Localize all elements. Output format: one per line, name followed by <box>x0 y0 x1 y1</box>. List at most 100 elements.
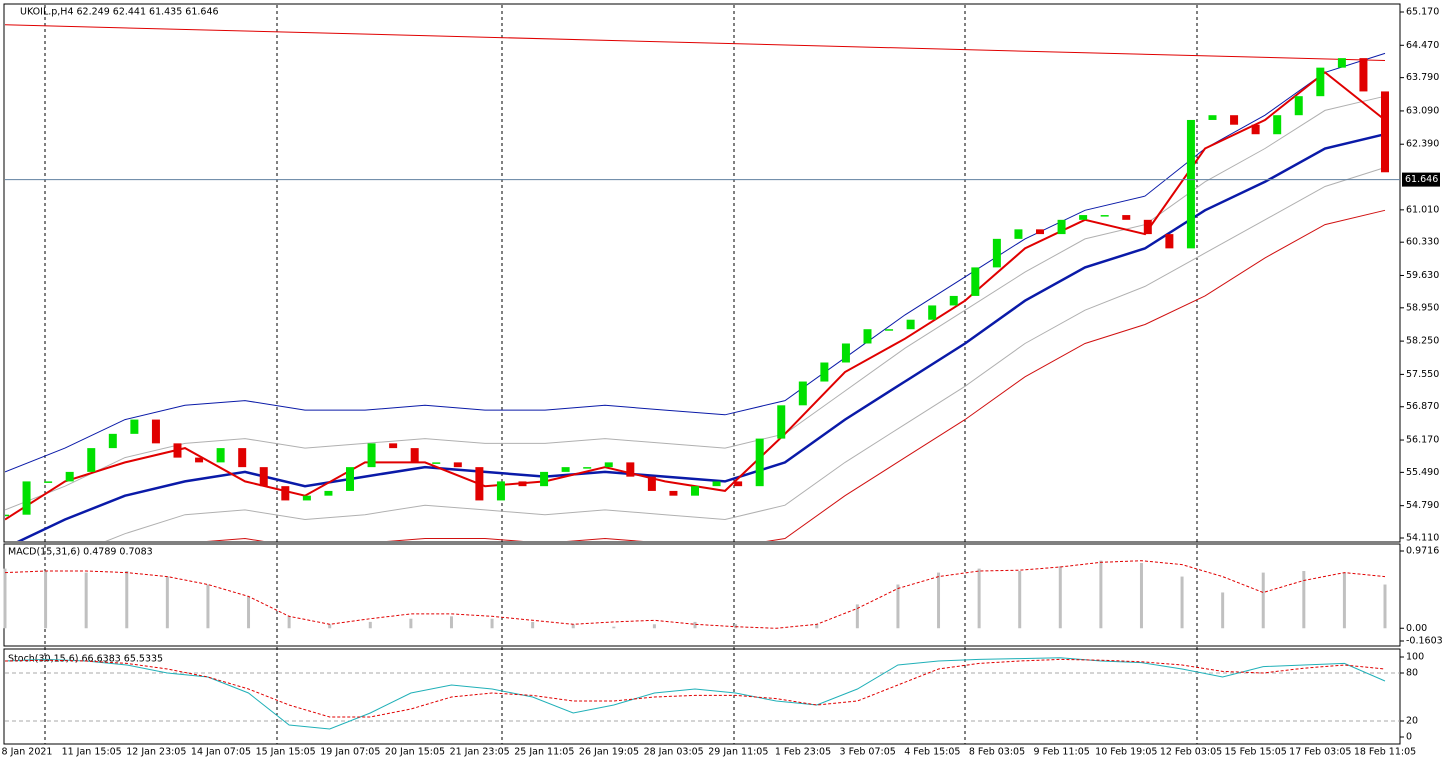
period-separators <box>44 5 1198 744</box>
y-tick-label: 58.250 <box>1406 336 1439 347</box>
y-tick-label: 58.950 <box>1406 302 1439 313</box>
x-tick-label: 18 Feb 11:05 <box>1354 747 1416 758</box>
candle <box>1316 67 1325 97</box>
y-tick-label: 0.00 <box>1406 623 1427 634</box>
y-tick-label: 20 <box>1406 716 1418 727</box>
x-tick-label: 3 Feb 07:05 <box>840 747 896 758</box>
x-tick-label: 21 Jan 23:05 <box>450 747 510 758</box>
candle <box>173 443 182 458</box>
chart-title: UKOIL.p,H4 62.249 62.441 61.435 61.646 <box>20 7 219 18</box>
y-tick-label: 63.790 <box>1406 72 1439 83</box>
stoch-panel <box>3 648 1401 745</box>
candle <box>496 481 505 501</box>
candle <box>5 514 9 517</box>
candle <box>820 362 829 382</box>
x-tick-label: 14 Jan 07:05 <box>191 747 251 758</box>
indicator-line <box>16 132 1386 541</box>
indicator-line <box>5 71 1386 521</box>
candle <box>755 438 764 487</box>
candle <box>1381 91 1389 173</box>
candle <box>238 448 247 468</box>
candle <box>647 476 656 491</box>
candle <box>971 267 980 296</box>
y-tick-label: -0.1603 <box>1406 636 1443 647</box>
candle <box>302 495 311 501</box>
candle <box>22 481 31 515</box>
candle <box>1186 119 1195 249</box>
x-tick-label: 17 Feb 03:05 <box>1289 747 1351 758</box>
indicator-line <box>4 560 1386 629</box>
plot-area <box>5 24 1389 541</box>
candle <box>1230 115 1239 125</box>
candle <box>389 443 398 449</box>
y-tick-label: 59.630 <box>1406 270 1439 281</box>
x-tick-label: 12 Feb 03:05 <box>1160 747 1222 758</box>
y-tick-label: 80 <box>1406 668 1418 679</box>
candle <box>561 467 570 472</box>
y-tick-label: 54.790 <box>1406 500 1439 511</box>
y-tick-label: 100 <box>1406 652 1424 663</box>
candle <box>1014 229 1023 239</box>
indicator-line <box>206 209 1386 541</box>
candle <box>583 467 592 469</box>
candle <box>540 471 549 487</box>
candle <box>346 467 354 491</box>
candle <box>928 305 937 320</box>
y-tick-label: 56.870 <box>1406 401 1439 412</box>
stoch-title: Stoch(30,15,6) 66.6383 65.5335 <box>8 654 163 665</box>
x-tick-label: 26 Jan 19:05 <box>579 747 639 758</box>
x-tick-label: 28 Jan 03:05 <box>644 747 704 758</box>
indicator-line <box>105 167 1386 541</box>
candle <box>906 319 915 330</box>
candle <box>691 486 699 496</box>
indicator-line <box>5 52 1386 473</box>
candle <box>841 343 850 363</box>
candle <box>1294 96 1303 116</box>
candle <box>108 433 117 449</box>
candle <box>259 467 268 487</box>
y-tick-label: 56.170 <box>1406 435 1439 446</box>
indicator-line <box>5 95 1386 511</box>
candle <box>1251 124 1260 135</box>
candle <box>992 238 1001 268</box>
y-tick-label: 63.090 <box>1406 105 1439 116</box>
candle <box>1122 215 1131 220</box>
x-tick-label: 25 Jan 11:05 <box>514 747 574 758</box>
candle <box>44 481 53 483</box>
candle <box>1036 229 1044 235</box>
candle <box>1100 215 1109 217</box>
candle <box>130 419 139 434</box>
candle <box>1079 215 1088 220</box>
candle <box>1273 115 1282 135</box>
candle <box>885 329 894 331</box>
candle <box>367 443 376 468</box>
y-tick-label: 64.470 <box>1406 40 1439 51</box>
x-tick-label: 10 Feb 19:05 <box>1095 747 1157 758</box>
x-tick-label: 8 Jan 2021 <box>2 747 53 758</box>
x-tick-label: 15 Feb 15:05 <box>1225 747 1287 758</box>
candle <box>324 490 333 496</box>
candle <box>1165 234 1174 249</box>
candle <box>1359 58 1368 92</box>
candle <box>410 448 419 463</box>
candle <box>195 457 204 463</box>
main-panel <box>3 3 1401 543</box>
candle <box>1143 219 1152 235</box>
candle <box>281 486 290 501</box>
x-tick-label: 11 Jan 15:05 <box>62 747 122 758</box>
x-tick-label: 4 Feb 15:05 <box>904 747 960 758</box>
candle <box>777 405 786 439</box>
x-tick-label: 8 Feb 03:05 <box>969 747 1025 758</box>
y-tick-label: 54.110 <box>1406 533 1439 544</box>
x-tick-label: 9 Feb 11:05 <box>1034 747 1090 758</box>
candle <box>151 419 160 444</box>
candle <box>1057 219 1066 235</box>
candle <box>669 490 678 496</box>
macd-panel <box>3 543 1401 647</box>
y-tick-label: 60.330 <box>1406 237 1439 248</box>
indicator-line <box>4 658 1386 718</box>
y-tick-label: 0 <box>1406 732 1412 743</box>
candle <box>432 462 441 464</box>
candle <box>949 295 958 306</box>
